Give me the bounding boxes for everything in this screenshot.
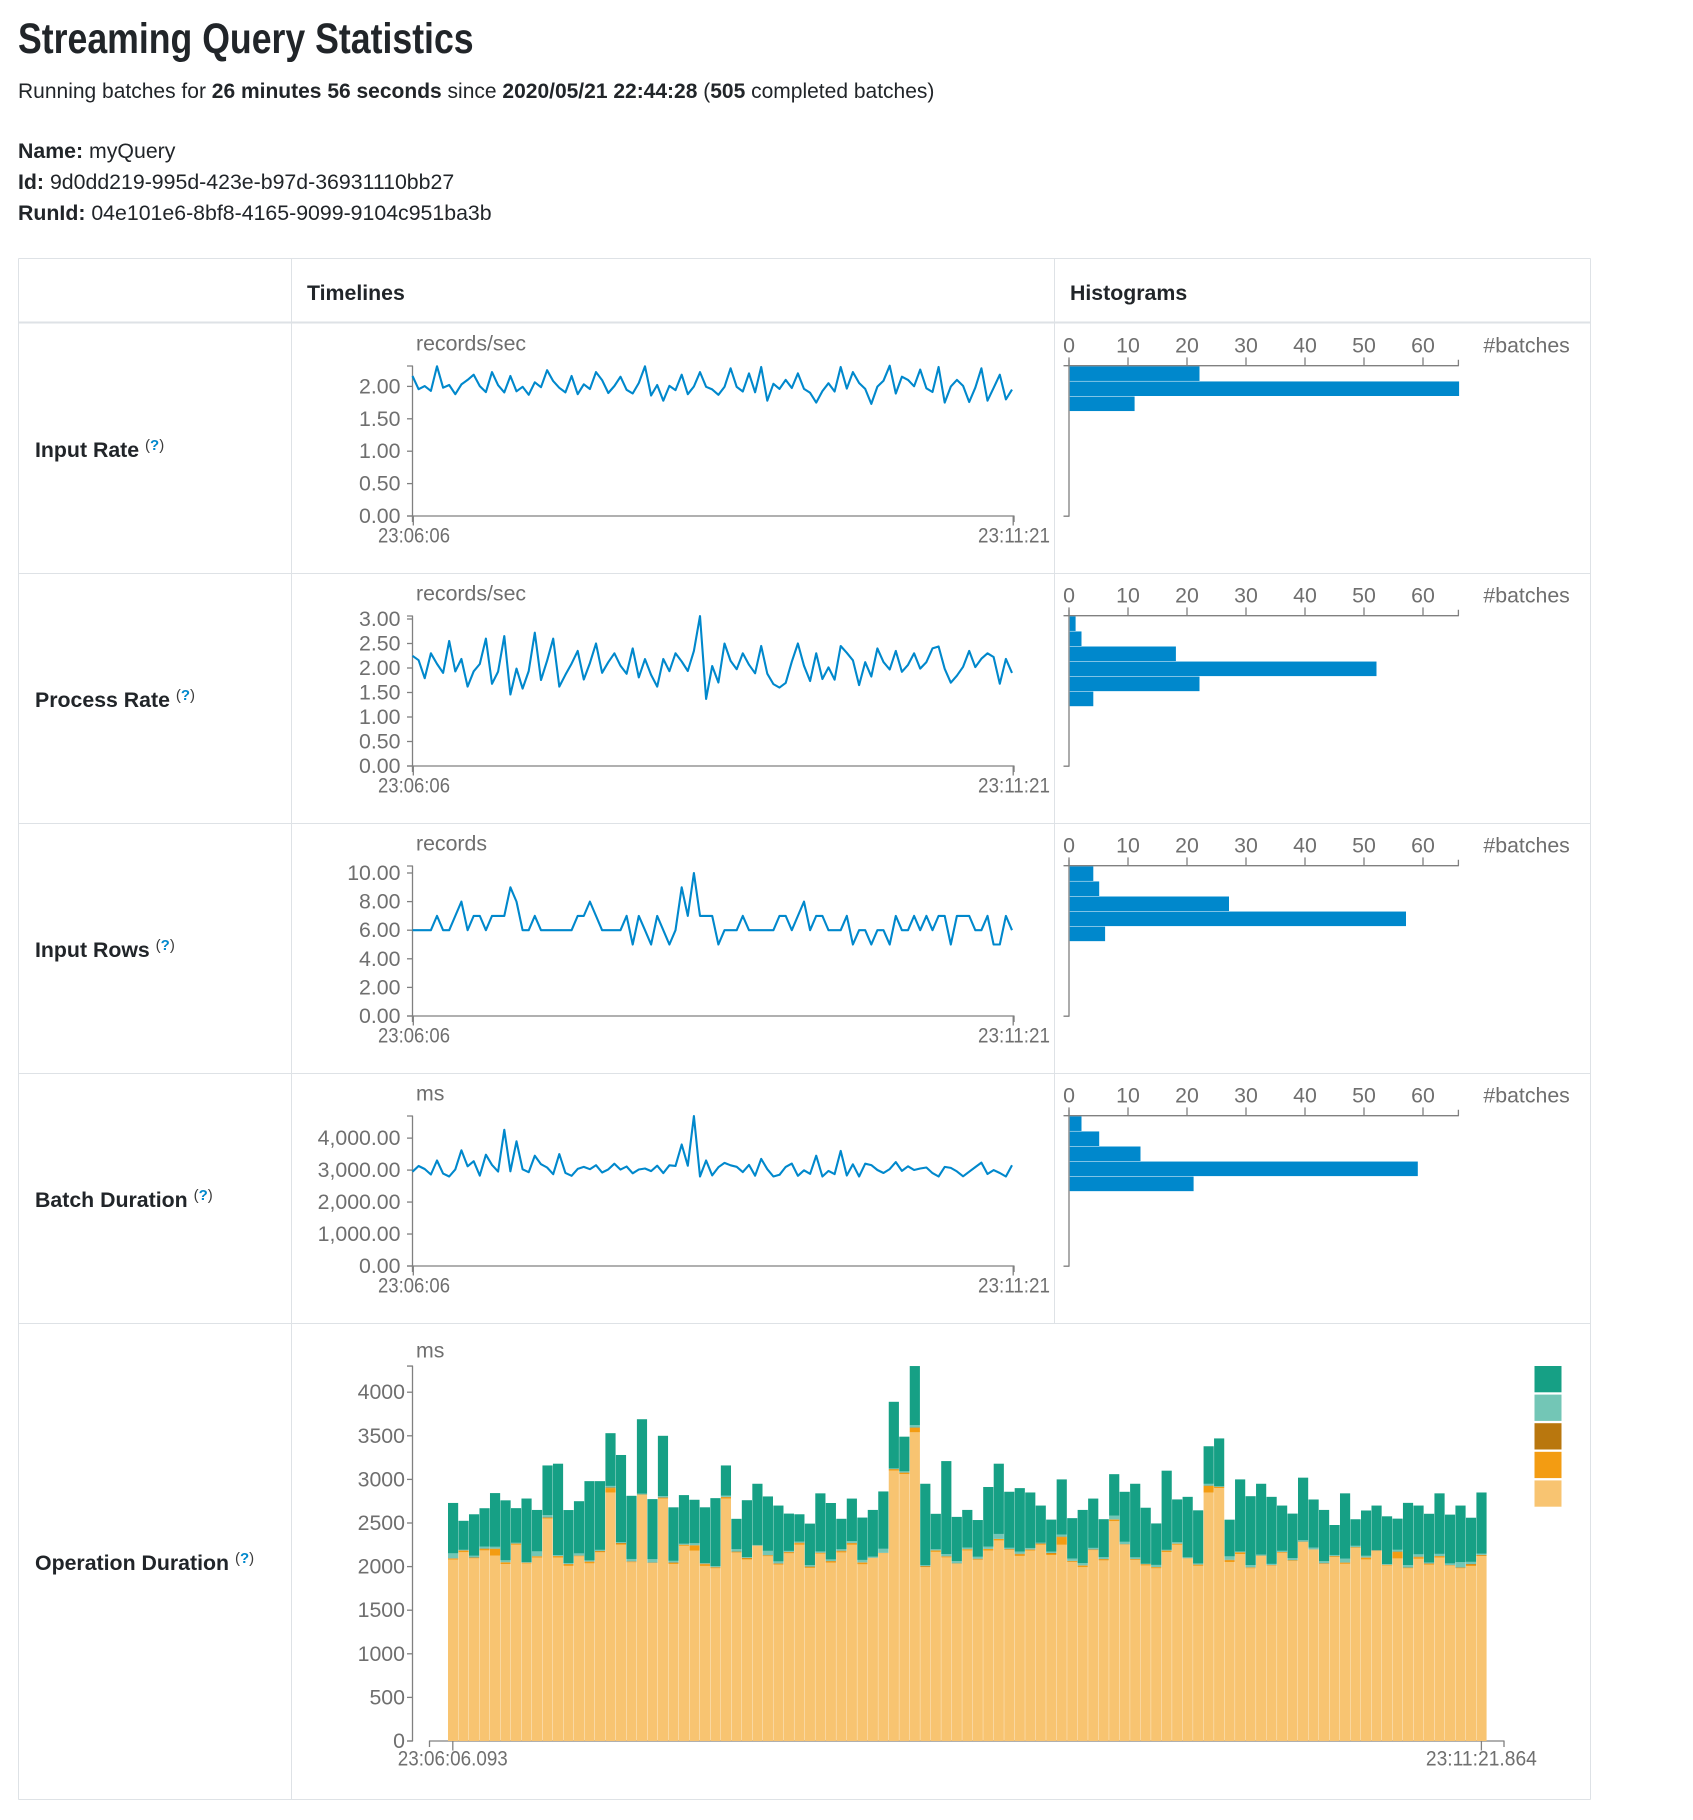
svg-text:4,000.00: 4,000.00: [318, 1126, 401, 1150]
svg-text:0: 0: [1063, 1083, 1075, 1107]
svg-text:23:06:06: 23:06:06: [378, 774, 450, 798]
svg-text:30: 30: [1234, 1083, 1258, 1107]
svg-text:23:06:06: 23:06:06: [378, 1024, 450, 1048]
svg-text:0: 0: [393, 1729, 405, 1753]
svg-text:30: 30: [1234, 833, 1258, 857]
svg-text:4.00: 4.00: [359, 947, 401, 971]
svg-text:50: 50: [1352, 833, 1376, 857]
svg-text:30: 30: [1234, 333, 1258, 357]
svg-text:6.00: 6.00: [359, 918, 401, 942]
svg-text:records/sec: records/sec: [416, 332, 526, 356]
svg-text:1500: 1500: [358, 1598, 406, 1622]
svg-text:60: 60: [1411, 1083, 1435, 1107]
svg-text:500: 500: [369, 1685, 405, 1709]
svg-text:#batches: #batches: [1483, 833, 1569, 857]
svg-text:0.00: 0.00: [359, 504, 401, 528]
svg-text:30: 30: [1234, 583, 1258, 607]
svg-text:records/sec: records/sec: [416, 582, 526, 606]
svg-text:60: 60: [1411, 583, 1435, 607]
svg-text:#batches: #batches: [1483, 583, 1569, 607]
svg-text:2.00: 2.00: [359, 374, 401, 398]
svg-text:40: 40: [1293, 1083, 1317, 1107]
svg-text:ms: ms: [416, 1082, 444, 1106]
svg-text:3,000.00: 3,000.00: [318, 1158, 401, 1182]
svg-text:20: 20: [1175, 833, 1199, 857]
svg-text:0: 0: [1063, 833, 1075, 857]
svg-text:0: 0: [1063, 333, 1075, 357]
svg-text:4000: 4000: [358, 1380, 406, 1404]
svg-text:23:11:21: 23:11:21: [978, 1024, 1050, 1048]
svg-text:0: 0: [1063, 583, 1075, 607]
svg-text:0.00: 0.00: [359, 1254, 401, 1278]
svg-text:1.00: 1.00: [359, 439, 401, 463]
svg-text:0.00: 0.00: [359, 1004, 401, 1028]
svg-text:23:06:06.093: 23:06:06.093: [398, 1747, 508, 1771]
svg-text:50: 50: [1352, 333, 1376, 357]
svg-text:records: records: [416, 832, 487, 856]
svg-text:20: 20: [1175, 583, 1199, 607]
svg-text:40: 40: [1293, 333, 1317, 357]
svg-text:23:11:21: 23:11:21: [978, 1274, 1050, 1298]
svg-text:8.00: 8.00: [359, 890, 401, 914]
svg-text:#batches: #batches: [1483, 1083, 1569, 1107]
svg-text:20: 20: [1175, 1083, 1199, 1107]
svg-text:50: 50: [1352, 583, 1376, 607]
svg-text:2000: 2000: [358, 1555, 406, 1579]
svg-text:23:11:21: 23:11:21: [978, 524, 1050, 548]
svg-text:1,000.00: 1,000.00: [318, 1222, 401, 1246]
svg-text:0.50: 0.50: [359, 472, 401, 496]
svg-text:60: 60: [1411, 833, 1435, 857]
svg-text:2.00: 2.00: [359, 656, 401, 680]
svg-text:0.00: 0.00: [359, 754, 401, 778]
svg-text:40: 40: [1293, 833, 1317, 857]
svg-text:10.00: 10.00: [347, 861, 400, 885]
svg-text:23:11:21: 23:11:21: [978, 774, 1050, 798]
svg-text:23:11:21.864: 23:11:21.864: [1426, 1747, 1537, 1771]
svg-text:40: 40: [1293, 583, 1317, 607]
svg-text:50: 50: [1352, 1083, 1376, 1107]
svg-text:3000: 3000: [358, 1467, 406, 1491]
svg-text:ms: ms: [416, 1339, 444, 1363]
svg-text:10: 10: [1116, 583, 1140, 607]
svg-text:23:06:06: 23:06:06: [378, 1274, 450, 1298]
svg-text:0.50: 0.50: [359, 730, 401, 754]
svg-text:#batches: #batches: [1483, 333, 1569, 357]
svg-text:2500: 2500: [358, 1511, 406, 1535]
svg-text:1.00: 1.00: [359, 705, 401, 729]
svg-text:20: 20: [1175, 333, 1199, 357]
svg-text:1.50: 1.50: [359, 681, 401, 705]
svg-text:2.00: 2.00: [359, 975, 401, 999]
svg-text:3500: 3500: [358, 1424, 406, 1448]
svg-text:10: 10: [1116, 833, 1140, 857]
svg-text:2.50: 2.50: [359, 632, 401, 656]
svg-text:10: 10: [1116, 1083, 1140, 1107]
svg-text:10: 10: [1116, 333, 1140, 357]
svg-text:60: 60: [1411, 333, 1435, 357]
svg-text:1000: 1000: [358, 1642, 406, 1666]
svg-text:3.00: 3.00: [359, 607, 401, 631]
svg-text:1.50: 1.50: [359, 407, 401, 431]
svg-text:23:06:06: 23:06:06: [378, 524, 450, 548]
svg-text:2,000.00: 2,000.00: [318, 1190, 401, 1214]
